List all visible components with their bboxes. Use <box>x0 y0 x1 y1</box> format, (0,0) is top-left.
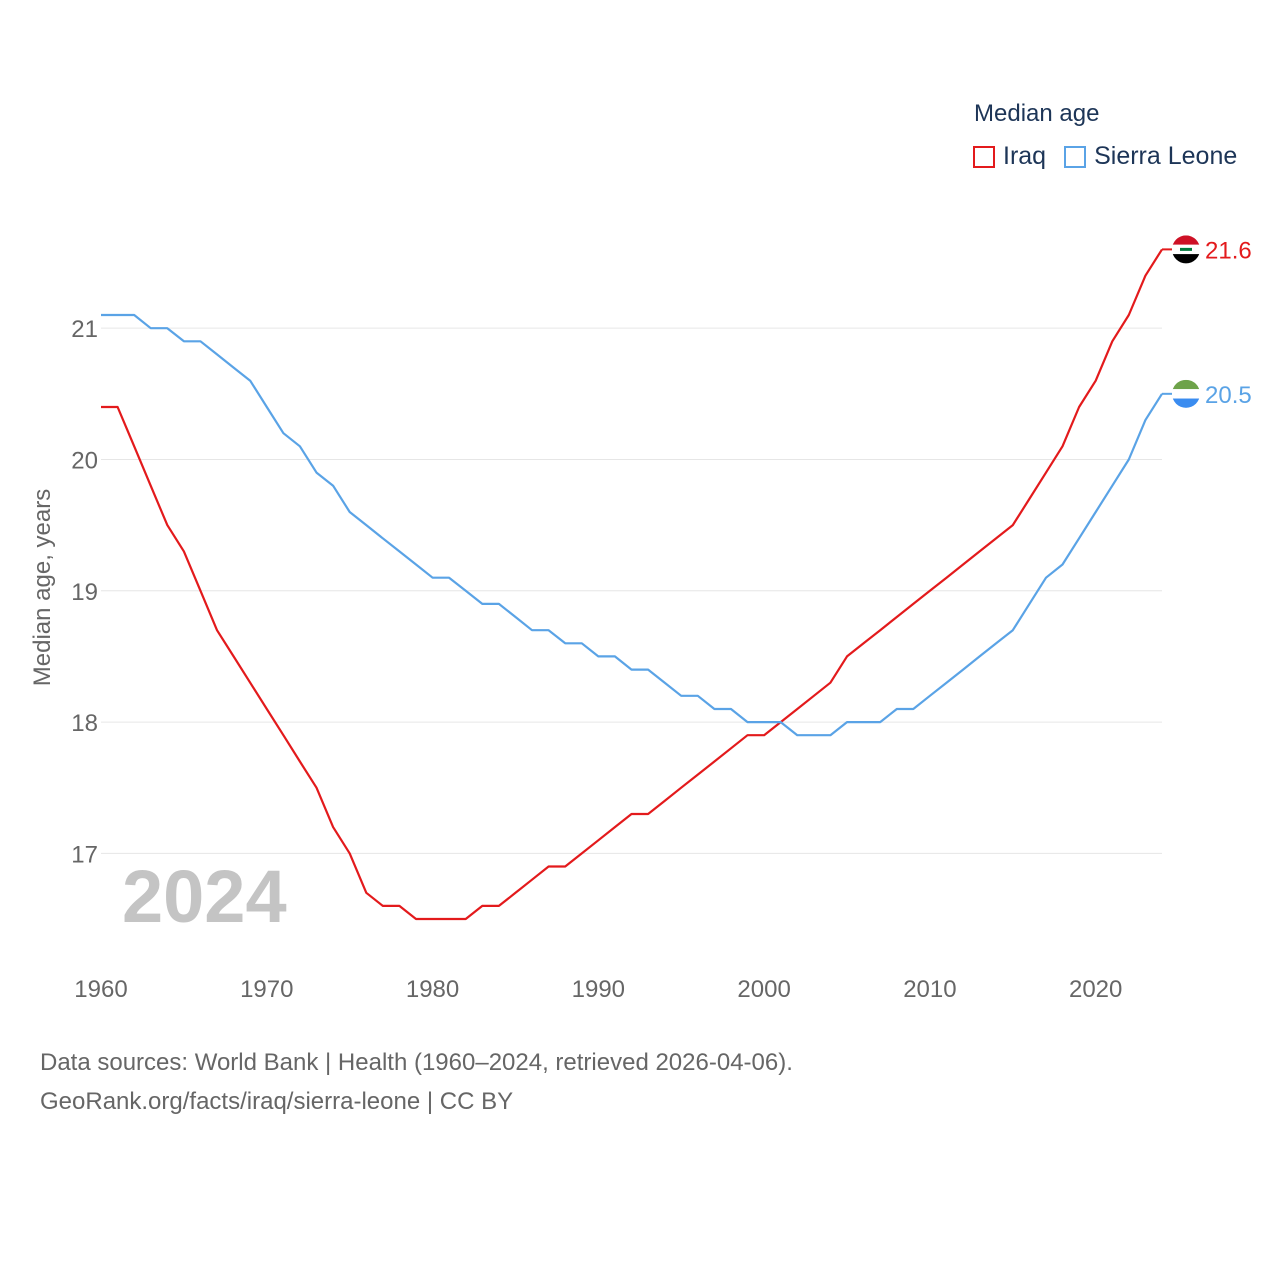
legend-swatch-sierra-leone <box>1064 145 1087 168</box>
y-axis-label: Median age, years <box>29 489 56 686</box>
legend: Iraq Sierra Leone <box>973 142 1255 171</box>
legend-item-iraq[interactable]: Iraq <box>973 142 1046 171</box>
series-line-sierra-leone[interactable] <box>101 313 1163 737</box>
series-group <box>101 248 1163 921</box>
x-tick-labels: 1960 1970 1980 1990 2000 2010 2020 <box>74 976 1122 1003</box>
legend-item-sierra-leone[interactable]: Sierra Leone <box>1064 142 1237 171</box>
series-line-iraq[interactable] <box>101 248 1163 921</box>
gridlines <box>101 327 1162 854</box>
x-tick-label: 2020 <box>1069 976 1122 1003</box>
x-tick-label: 1980 <box>406 976 459 1003</box>
y-tick-label: 18 <box>71 710 98 737</box>
legend-swatch-iraq <box>973 145 995 168</box>
iraq-flag-icon <box>1172 235 1200 264</box>
end-markers: 21.6 20.5 <box>1162 235 1252 409</box>
source-line-1: Data sources: World Bank | Health (1960–… <box>40 1049 793 1076</box>
legend-title: Median age <box>974 100 1100 127</box>
y-tick-label: 19 <box>71 579 98 606</box>
legend-label-iraq: Iraq <box>1003 142 1047 170</box>
x-tick-label: 2000 <box>737 976 790 1003</box>
source-line-2: GeoRank.org/facts/iraq/sierra-leone | CC… <box>40 1088 514 1115</box>
x-tick-label: 1990 <box>572 976 625 1003</box>
y-tick-label: 17 <box>71 841 98 868</box>
x-tick-label: 2010 <box>903 976 956 1003</box>
source-note: Data sources: World Bank | Health (1960–… <box>40 1043 793 1121</box>
x-tick-label: 1970 <box>240 976 293 1003</box>
x-tick-label: 1960 <box>74 976 127 1003</box>
end-value-label-iraq: 21.6 <box>1205 237 1252 264</box>
y-tick-labels: 17 18 19 20 21 <box>71 316 98 868</box>
y-tick-label: 20 <box>71 447 98 474</box>
end-value-label-sierra-leone: 20.5 <box>1205 382 1252 409</box>
legend-label-sierra-leone: Sierra Leone <box>1094 142 1238 170</box>
year-label: 2024 <box>122 855 287 938</box>
y-tick-label: 21 <box>71 316 98 343</box>
sierra-leone-flag-icon <box>1172 379 1200 408</box>
